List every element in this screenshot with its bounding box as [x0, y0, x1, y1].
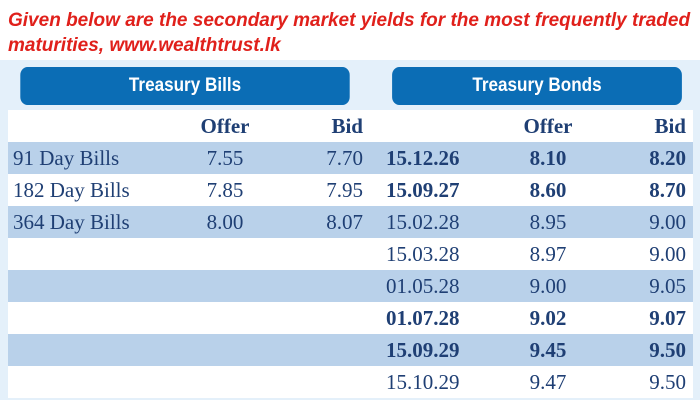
bond-offer: 9.47	[529, 370, 567, 394]
table-row: 01.07.28 9.02 9.07	[8, 302, 693, 334]
bond-bid: 9.50	[649, 370, 686, 394]
bill-offer: 8.00	[206, 210, 244, 234]
bond-bid: 8.20	[649, 146, 686, 170]
bill-name: 182 Day Bills	[13, 178, 130, 202]
bill-name: 364 Day Bills	[13, 210, 130, 234]
bond-offer: 8.97	[529, 242, 567, 266]
table-row: 364 Day Bills 8.00 8.07 15.02.28 8.95 9.0…	[8, 206, 693, 238]
bond-maturity: 15.02.28	[386, 210, 460, 234]
bond-bid: 9.07	[649, 306, 686, 330]
bill-name: 91 Day Bills	[13, 146, 120, 170]
bond-offer: 8.95	[529, 210, 567, 234]
treasury-bonds-header: Treasury Bonds	[392, 67, 682, 105]
bill-offer: 7.55	[206, 146, 244, 170]
bill-bid: 7.70	[326, 146, 363, 170]
caption: Given below are the secondary market yie…	[8, 10, 691, 56]
bond-bid: 9.00	[649, 242, 686, 266]
bond-bid: 9.05	[649, 274, 686, 298]
table-row: 182 Day Bills 7.85 7.95 15.09.27 8.60 8.7…	[8, 174, 693, 206]
bills-offer-header: Offer	[200, 114, 250, 138]
bond-maturity: 15.03.28	[386, 242, 460, 266]
bond-maturity: 15.09.29	[386, 338, 460, 362]
table-row: 15.10.29 9.47 9.50	[8, 366, 693, 398]
bill-bid: 8.07	[326, 210, 363, 234]
bond-offer: 9.00	[529, 274, 567, 298]
bills-bid-header: Bid	[331, 114, 363, 138]
bond-bid: 8.70	[649, 178, 686, 202]
bond-offer: 8.10	[529, 146, 567, 170]
table-row: 15.03.28 8.97 9.00	[8, 238, 693, 270]
bond-maturity: 15.09.27	[386, 178, 460, 202]
bond-maturity: 01.07.28	[386, 306, 460, 330]
bond-offer: 9.02	[529, 306, 567, 330]
bond-maturity: 15.10.29	[386, 370, 460, 394]
table-row: 91 Day Bills 7.55 7.70 15.12.26 8.10 8.20	[8, 142, 693, 174]
column-header-row: Offer Bid Offer Bid	[8, 110, 693, 142]
bill-bid: 7.95	[326, 178, 363, 202]
bonds-offer-header: Offer	[523, 114, 573, 138]
bonds-bid-header: Bid	[654, 114, 686, 138]
treasury-bills-header: Treasury Bills	[20, 67, 350, 105]
bond-offer: 8.60	[529, 178, 567, 202]
bond-maturity: 01.05.28	[386, 274, 460, 298]
table-row: 01.05.28 9.00 9.05	[8, 270, 693, 302]
bond-maturity: 15.12.26	[386, 146, 460, 170]
bond-offer: 9.45	[529, 338, 567, 362]
bond-bid: 9.00	[649, 210, 686, 234]
bill-offer: 7.85	[206, 178, 244, 202]
table-row: 15.09.29 9.45 9.50	[8, 334, 693, 366]
bond-bid: 9.50	[649, 338, 686, 362]
